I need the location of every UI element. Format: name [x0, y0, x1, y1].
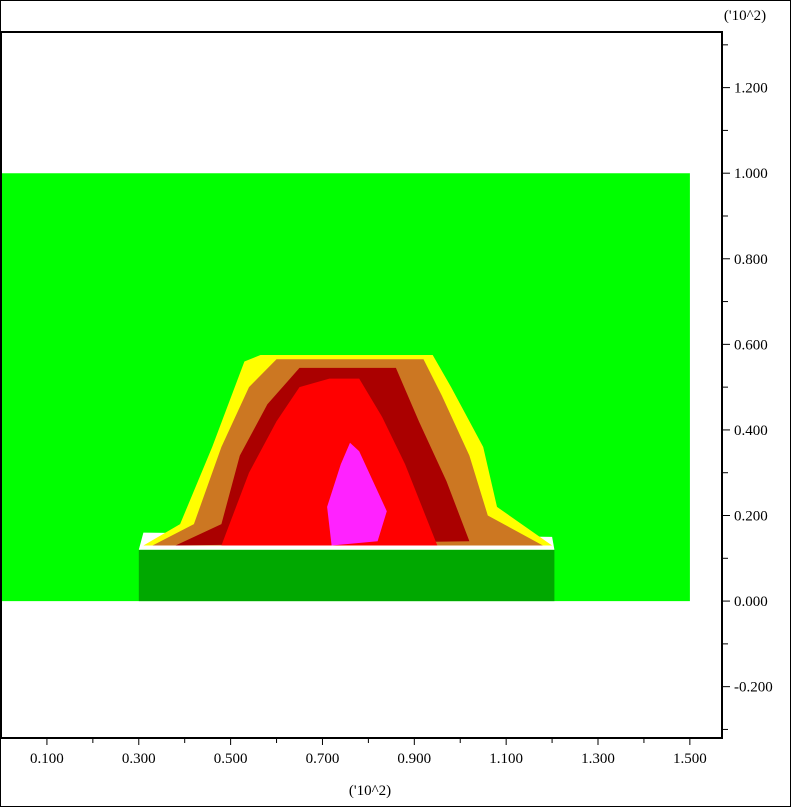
x-tick-label: 0.100: [30, 751, 64, 767]
y-tick-label: 0.000: [734, 594, 768, 610]
x-tick-label: 0.500: [214, 751, 248, 767]
y-tick-label: 1.200: [734, 81, 768, 97]
y-exponent-label: ('10^2): [724, 8, 766, 24]
plot-area-frame: [0, 31, 723, 739]
x-tick-label: 1.100: [489, 751, 523, 767]
x-tick-label: 0.900: [397, 751, 431, 767]
y-axis: 1.200 1.000 0.800 0.600 0.400 0.200 0.000 -0.20…: [722, 44, 773, 730]
x-tick-label: 0.300: [122, 751, 156, 767]
region-foundation: [138, 549, 555, 602]
x-tick-label: 0.700: [306, 751, 340, 767]
x-tick-label: 1.300: [581, 751, 615, 767]
region-core-magenta: [327, 442, 387, 546]
x-exponent-label: ('10^2): [349, 783, 391, 799]
y-tick-label: 0.400: [734, 423, 768, 439]
regions-layer: [1, 173, 690, 602]
y-tick-label: 1.000: [734, 166, 768, 182]
y-tick-label: 0.600: [734, 337, 768, 353]
x-axis: 0.100 0.300 0.500 0.700 0.900 1.100 1.300 1.500: [30, 738, 707, 767]
y-tick-label: 0.200: [734, 509, 768, 525]
y-tick-label: 0.800: [734, 252, 768, 268]
x-tick-label: 1.500: [673, 751, 707, 767]
y-tick-label: -0.200: [734, 680, 773, 696]
